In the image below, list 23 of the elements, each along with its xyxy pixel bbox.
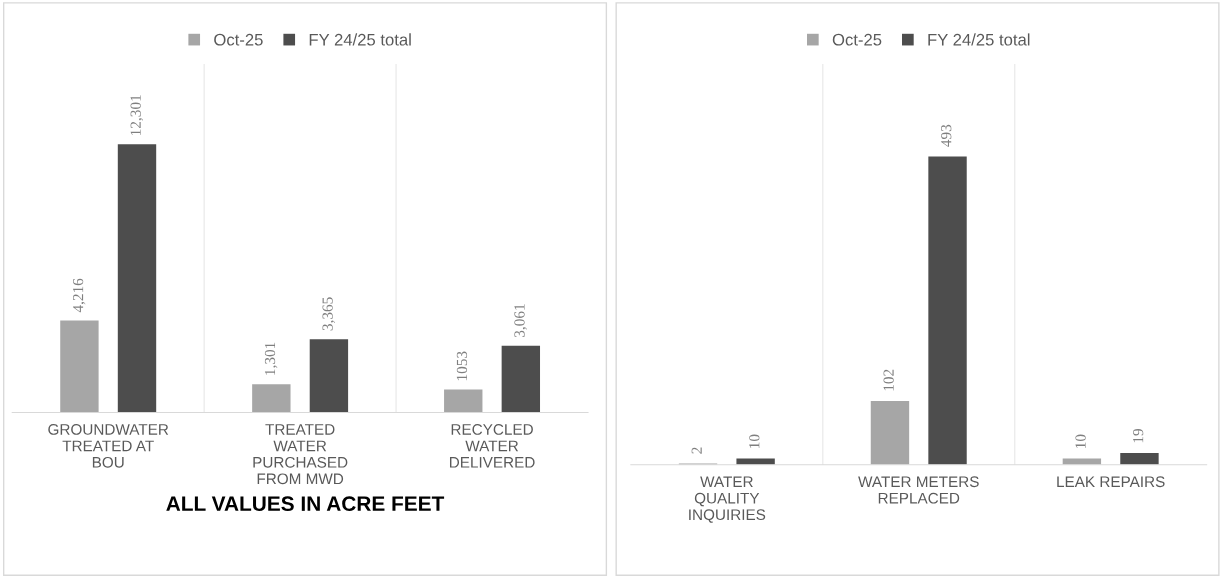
x-tick-label: TREATED WATER PURCHASED FROM MWD [253, 424, 348, 485]
data-label: 1,301 [264, 342, 278, 375]
legend-label: FY 24/25 total [928, 33, 1030, 46]
data-label: 10 [749, 434, 760, 448]
data-label: 12,301 [130, 95, 144, 135]
x-tick-label: WATER QUALITY INQUIRIES [689, 476, 766, 523]
legend-label: FY 24/25 total [309, 33, 411, 46]
data-label: 3,061 [514, 304, 527, 338]
x-tick-label: RECYCLED WATER DELIVERED [449, 424, 535, 468]
x-tick-label: LEAK REPAIRS [1057, 476, 1165, 488]
data-label: 102 [883, 369, 894, 391]
data-label: 19 [1133, 429, 1144, 443]
data-label: 4,216 [72, 278, 86, 313]
text: ALL VALUES IN ACRE FEET [166, 496, 445, 512]
data-label: 1053 [456, 351, 468, 381]
legend-label: Oct-25 [214, 33, 263, 46]
legend-label: Oct-25 [832, 33, 882, 46]
x-tick-label: GROUNDWATER TREATED AT BOU [48, 424, 169, 468]
x-tick-label: WATER METERS REPLACED [858, 476, 979, 504]
data-label: 3,365 [322, 297, 335, 331]
data-label: 10 [1075, 434, 1086, 448]
data-label: 493 [941, 124, 952, 147]
data-label: 2 [691, 447, 702, 454]
